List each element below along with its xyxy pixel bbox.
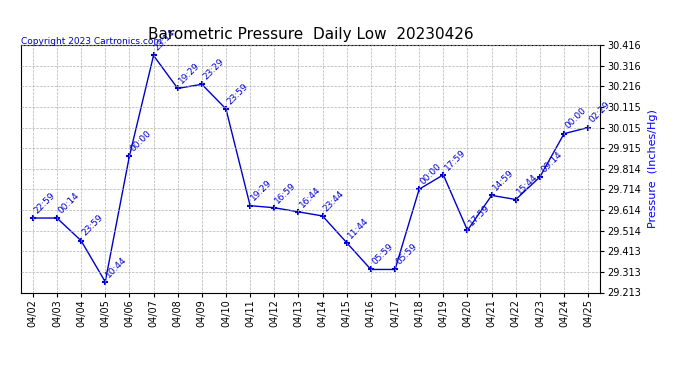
Text: 00:00: 00:00 bbox=[128, 129, 153, 153]
Text: 23:29: 23:29 bbox=[201, 57, 226, 81]
Text: 10:44: 10:44 bbox=[104, 255, 129, 279]
Text: 23:59: 23:59 bbox=[225, 82, 250, 106]
Text: 00:14: 00:14 bbox=[56, 190, 81, 215]
Text: 22:59: 22:59 bbox=[32, 191, 57, 215]
Text: 02:29: 02:29 bbox=[587, 100, 612, 125]
Text: 16:44: 16:44 bbox=[297, 184, 322, 209]
Text: 00:00: 00:00 bbox=[418, 162, 443, 186]
Text: 23:14: 23:14 bbox=[152, 28, 177, 53]
Text: Copyright 2023 Cartronics.com: Copyright 2023 Cartronics.com bbox=[21, 38, 162, 46]
Text: 05:59: 05:59 bbox=[394, 242, 419, 267]
Text: 23:44: 23:44 bbox=[322, 189, 346, 213]
Text: 17:59: 17:59 bbox=[442, 147, 467, 172]
Title: Barometric Pressure  Daily Low  20230426: Barometric Pressure Daily Low 20230426 bbox=[148, 27, 473, 42]
Text: 14:59: 14:59 bbox=[491, 168, 515, 193]
Text: 23:59: 23:59 bbox=[80, 213, 105, 238]
Text: 00:00: 00:00 bbox=[563, 106, 588, 131]
Y-axis label: Pressure  (Inches/Hg): Pressure (Inches/Hg) bbox=[648, 110, 658, 228]
Text: 05:59: 05:59 bbox=[370, 242, 395, 267]
Text: 17:59: 17:59 bbox=[466, 203, 491, 228]
Text: 19:29: 19:29 bbox=[177, 61, 201, 86]
Text: 15:44: 15:44 bbox=[515, 172, 540, 197]
Text: 11:44: 11:44 bbox=[346, 216, 371, 240]
Text: 19:29: 19:29 bbox=[249, 178, 274, 203]
Text: 09:14: 09:14 bbox=[539, 150, 564, 174]
Text: 16:59: 16:59 bbox=[273, 180, 298, 205]
